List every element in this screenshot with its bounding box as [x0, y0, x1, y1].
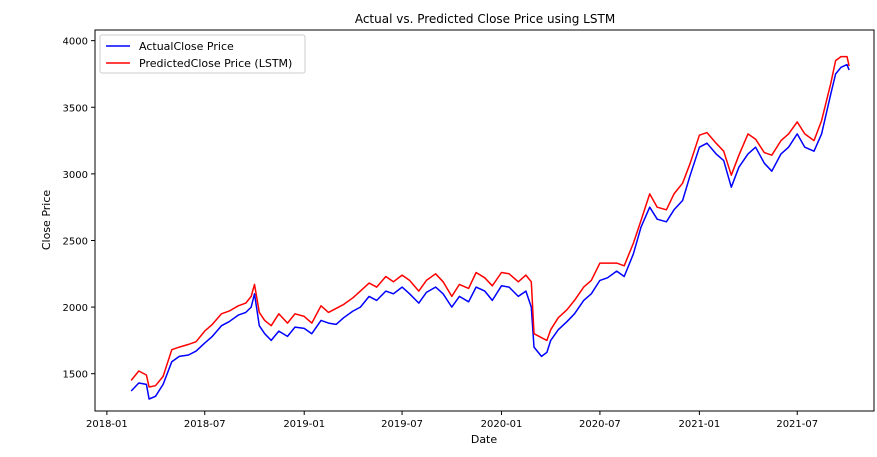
y-tick-label: 2000	[63, 303, 88, 314]
y-tick-label: 3500	[63, 103, 88, 114]
x-tick-label: 2020-07	[579, 419, 621, 430]
x-tick-label: 2019-07	[381, 419, 423, 430]
y-tick-label: 1500	[63, 370, 88, 381]
y-tick-label: 2500	[63, 236, 88, 247]
x-tick-label: 2021-07	[776, 419, 818, 430]
legend-label-predicted: PredictedClose Price (LSTM)	[139, 57, 292, 70]
x-tick-label: 2021-01	[678, 419, 720, 430]
plot-area	[94, 29, 875, 412]
x-tick-label: 2018-07	[184, 419, 226, 430]
y-tick-label: 3000	[63, 170, 88, 181]
x-axis-title: Date	[471, 433, 498, 446]
legend-label-actual: ActualClose Price	[139, 40, 234, 53]
x-tick-label: 2018-01	[86, 419, 128, 430]
series-line-actual	[130, 63, 850, 400]
y-tick-label: 4000	[63, 37, 88, 48]
chart-title: Actual vs. Predicted Close Price using L…	[355, 12, 615, 26]
x-axis: 2018-01 2018-07 2019-01 2019-07 2020-01 2020-…	[86, 411, 818, 430]
series-layer	[130, 55, 850, 400]
y-axis: 1500 2000 2500 3000 3500 4000	[63, 37, 95, 381]
x-tick-label: 2019-01	[283, 419, 325, 430]
x-tick-label: 2020-01	[481, 419, 523, 430]
legend: ActualClose Price PredictedClose Price (…	[99, 34, 306, 74]
series-line-predicted	[130, 55, 850, 388]
legend-box	[99, 34, 306, 74]
y-axis-title: Close Price	[40, 190, 53, 251]
